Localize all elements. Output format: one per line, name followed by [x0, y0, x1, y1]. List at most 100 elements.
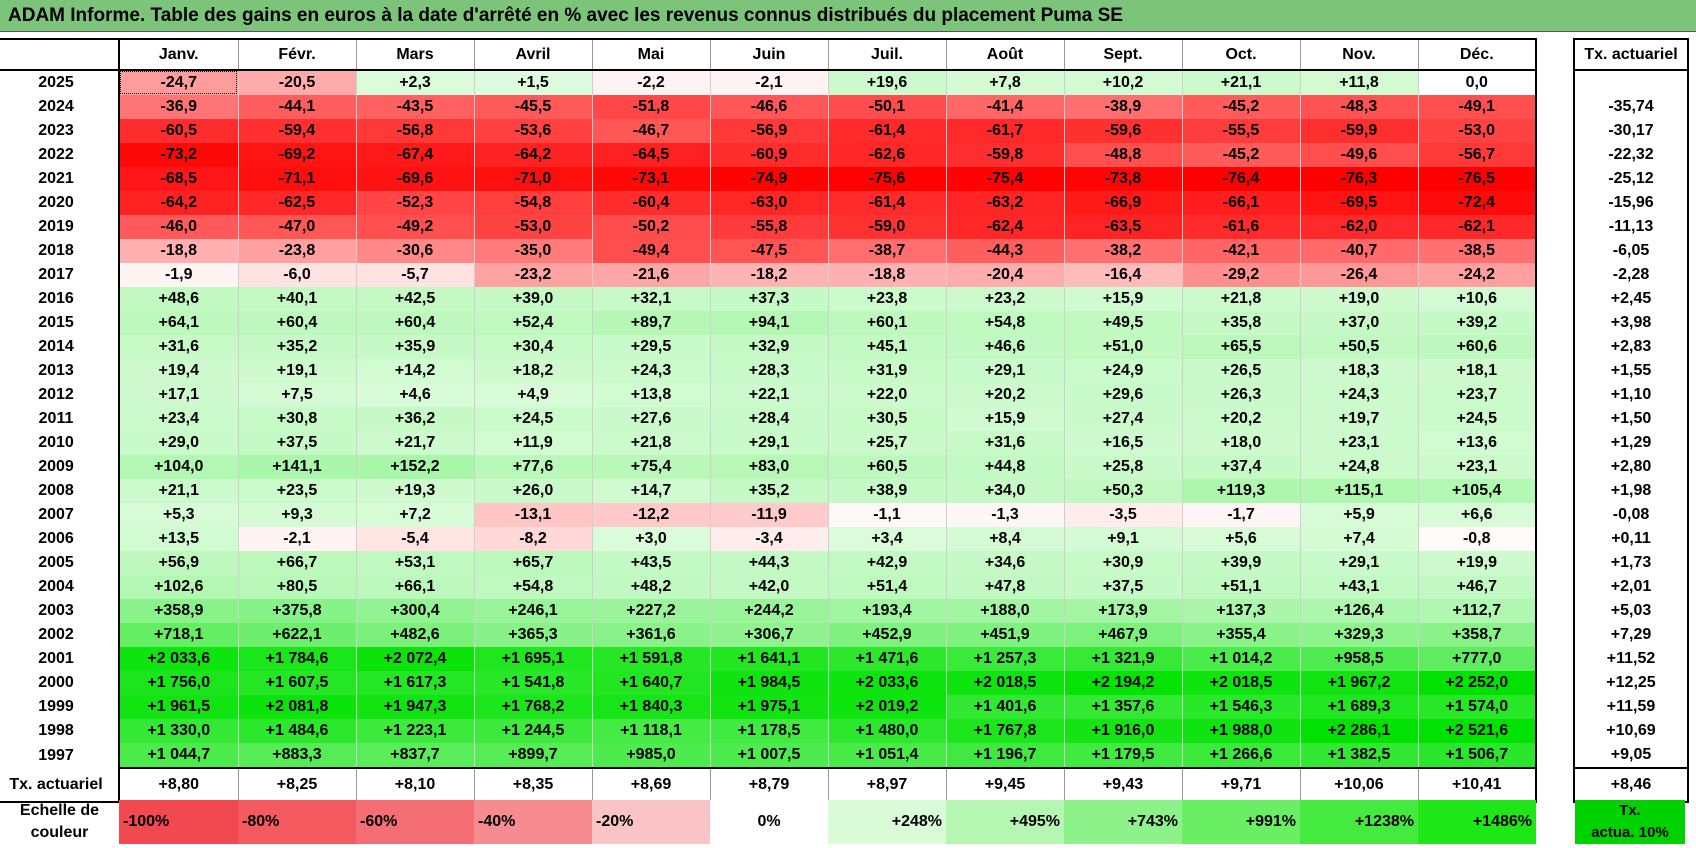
gain-cell[interactable]: -76,3 — [1299, 167, 1418, 191]
gain-cell[interactable]: +15,9 — [1063, 287, 1182, 311]
gain-cell[interactable]: +2 286,1 — [1299, 719, 1418, 743]
gain-cell[interactable]: +1 044,7 — [118, 743, 238, 769]
gain-cell[interactable]: +2 194,2 — [1063, 671, 1182, 695]
gain-cell[interactable]: +173,9 — [1063, 599, 1182, 623]
gain-cell[interactable]: +1 984,5 — [709, 671, 828, 695]
gain-cell[interactable]: +6,6 — [1417, 503, 1537, 527]
gain-cell[interactable]: +1 961,5 — [118, 695, 238, 719]
gain-cell[interactable]: +30,4 — [473, 335, 592, 359]
gain-cell[interactable]: +60,1 — [827, 311, 946, 335]
gain-cell[interactable]: +66,7 — [237, 551, 356, 575]
gain-cell[interactable]: +75,4 — [591, 455, 710, 479]
gain-cell[interactable]: +1 640,7 — [591, 671, 710, 695]
gain-cell[interactable]: +102,6 — [118, 575, 238, 599]
gain-cell[interactable]: +20,2 — [1181, 407, 1300, 431]
gain-cell[interactable]: -47,5 — [709, 239, 828, 263]
gain-cell[interactable]: +1 051,4 — [827, 743, 946, 769]
gain-cell[interactable]: +1 574,0 — [1417, 695, 1537, 719]
gain-cell[interactable]: +115,1 — [1299, 479, 1418, 503]
gain-cell[interactable]: +2,3 — [355, 69, 474, 95]
gain-cell[interactable]: -21,6 — [591, 263, 710, 287]
gain-cell[interactable]: +355,4 — [1181, 623, 1300, 647]
gain-cell[interactable]: +1 223,1 — [355, 719, 474, 743]
gain-cell[interactable]: -3,4 — [709, 527, 828, 551]
gain-cell[interactable]: -59,6 — [1063, 119, 1182, 143]
gain-cell[interactable]: -38,7 — [827, 239, 946, 263]
gain-cell[interactable]: -38,2 — [1063, 239, 1182, 263]
gain-cell[interactable]: +29,6 — [1063, 383, 1182, 407]
gain-cell[interactable]: +13,5 — [118, 527, 238, 551]
gain-cell[interactable]: +452,9 — [827, 623, 946, 647]
gain-cell[interactable]: +105,4 — [1417, 479, 1537, 503]
gain-cell[interactable]: -44,1 — [237, 95, 356, 119]
gain-cell[interactable]: -23,8 — [237, 239, 356, 263]
gain-cell[interactable]: -45,2 — [1181, 143, 1300, 167]
gain-cell[interactable]: -49,6 — [1299, 143, 1418, 167]
gain-cell[interactable]: +37,3 — [709, 287, 828, 311]
gain-cell[interactable]: +1 506,7 — [1417, 743, 1537, 769]
gain-cell[interactable]: +34,6 — [945, 551, 1064, 575]
gain-cell[interactable]: -52,3 — [355, 191, 474, 215]
gain-cell[interactable]: -2,2 — [591, 69, 710, 95]
gain-cell[interactable]: +18,3 — [1299, 359, 1418, 383]
gain-cell[interactable]: -72,4 — [1417, 191, 1537, 215]
gain-cell[interactable]: +8,4 — [945, 527, 1064, 551]
gain-cell[interactable]: +375,8 — [237, 599, 356, 623]
gain-cell[interactable]: -42,1 — [1181, 239, 1300, 263]
gain-cell[interactable]: -18,8 — [827, 263, 946, 287]
gain-cell[interactable]: -59,4 — [237, 119, 356, 143]
gain-cell[interactable]: -59,8 — [945, 143, 1064, 167]
gain-cell[interactable]: +40,1 — [237, 287, 356, 311]
gain-cell[interactable]: +718,1 — [118, 623, 238, 647]
gain-cell[interactable]: -12,2 — [591, 503, 710, 527]
gain-cell[interactable]: +27,6 — [591, 407, 710, 431]
gain-cell[interactable]: -55,5 — [1181, 119, 1300, 143]
gain-cell[interactable]: -61,4 — [827, 191, 946, 215]
gain-cell[interactable]: +42,9 — [827, 551, 946, 575]
gain-cell[interactable]: -67,4 — [355, 143, 474, 167]
gain-cell[interactable]: +21,8 — [591, 431, 710, 455]
gain-cell[interactable]: +23,4 — [118, 407, 238, 431]
gain-cell[interactable]: +45,1 — [827, 335, 946, 359]
gain-cell[interactable]: +1 617,3 — [355, 671, 474, 695]
gain-cell[interactable]: +43,5 — [591, 551, 710, 575]
gain-cell[interactable]: +36,2 — [355, 407, 474, 431]
gain-cell[interactable]: +3,4 — [827, 527, 946, 551]
gain-cell[interactable]: -45,2 — [1181, 95, 1300, 119]
gain-cell[interactable]: +126,4 — [1299, 599, 1418, 623]
gain-cell[interactable]: -1,9 — [118, 263, 238, 287]
gain-cell[interactable]: -23,2 — [473, 263, 592, 287]
gain-cell[interactable]: -38,5 — [1417, 239, 1537, 263]
gain-cell[interactable]: +358,7 — [1417, 623, 1537, 647]
gain-cell[interactable]: +1 768,2 — [473, 695, 592, 719]
gain-cell[interactable]: +51,1 — [1181, 575, 1300, 599]
gain-cell[interactable]: +227,2 — [591, 599, 710, 623]
gain-cell[interactable]: +365,3 — [473, 623, 592, 647]
gain-cell[interactable]: -69,2 — [237, 143, 356, 167]
gain-cell[interactable]: -50,2 — [591, 215, 710, 239]
gain-cell[interactable]: +11,9 — [473, 431, 592, 455]
gain-cell[interactable]: +1 118,1 — [591, 719, 710, 743]
gain-cell[interactable]: -54,8 — [473, 191, 592, 215]
gain-cell[interactable]: +2 033,6 — [118, 647, 238, 671]
gain-cell[interactable]: +19,1 — [237, 359, 356, 383]
gain-cell[interactable]: +50,5 — [1299, 335, 1418, 359]
gain-cell[interactable]: -75,4 — [945, 167, 1064, 191]
gain-cell[interactable]: -73,8 — [1063, 167, 1182, 191]
gain-cell[interactable]: +28,4 — [709, 407, 828, 431]
gain-cell[interactable]: +18,1 — [1417, 359, 1537, 383]
gain-cell[interactable]: +42,5 — [355, 287, 474, 311]
gain-cell[interactable]: -40,7 — [1299, 239, 1418, 263]
gain-cell[interactable]: -51,8 — [591, 95, 710, 119]
gain-cell[interactable]: -20,5 — [237, 69, 356, 95]
gain-cell[interactable]: -55,8 — [709, 215, 828, 239]
gain-cell[interactable]: +141,1 — [237, 455, 356, 479]
gain-cell[interactable]: +451,9 — [945, 623, 1064, 647]
gain-cell[interactable]: +2 521,6 — [1417, 719, 1537, 743]
gain-cell[interactable]: -2,1 — [237, 527, 356, 551]
gain-cell[interactable]: +48,6 — [118, 287, 238, 311]
gain-cell[interactable]: -8,2 — [473, 527, 592, 551]
gain-cell[interactable]: +13,8 — [591, 383, 710, 407]
gain-cell[interactable]: +23,7 — [1417, 383, 1537, 407]
gain-cell[interactable]: +24,3 — [591, 359, 710, 383]
